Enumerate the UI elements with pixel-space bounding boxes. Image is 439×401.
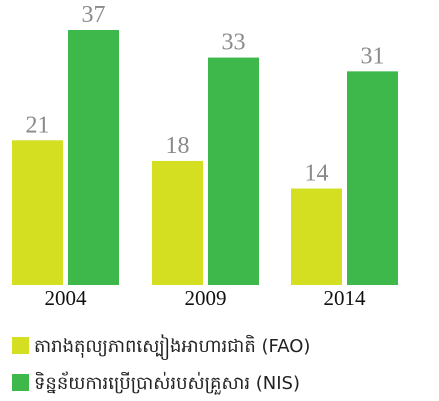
bar bbox=[12, 140, 63, 285]
bar bbox=[208, 57, 259, 285]
bar bbox=[291, 188, 342, 285]
bar bbox=[347, 71, 398, 285]
bar bbox=[68, 30, 119, 285]
value-label: 31 bbox=[361, 43, 385, 69]
value-label: 18 bbox=[166, 133, 190, 159]
x-tick-label: 2009 bbox=[185, 286, 227, 310]
bar bbox=[152, 160, 203, 285]
value-label: 33 bbox=[222, 30, 246, 56]
legend-label: តារាងតុល្យភាពស្បៀងអាហារជាតិ (FAO) bbox=[34, 334, 310, 360]
x-tick-label: 2014 bbox=[324, 286, 367, 310]
legend-swatch bbox=[12, 337, 29, 354]
legend-swatch bbox=[12, 374, 29, 391]
x-tick-label: 2004 bbox=[45, 286, 88, 310]
value-label: 14 bbox=[305, 161, 329, 187]
value-label: 37 bbox=[82, 2, 106, 28]
legend-label: ទិន្នន័យការប្រើប្រាស់របស់គ្រួសារ (NIS) bbox=[34, 371, 300, 395]
value-label: 21 bbox=[26, 112, 50, 138]
